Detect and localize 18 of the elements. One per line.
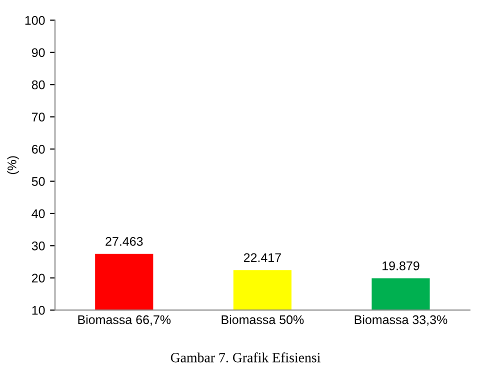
- y-tick-label: 30: [32, 241, 45, 250]
- data-label: 22.417: [244, 253, 281, 262]
- y-tick-label: 40: [32, 209, 45, 218]
- y-axis-title: (%): [7, 156, 19, 174]
- y-tick-label: 20: [32, 274, 45, 283]
- x-tick-label: Biomassa 66,7%: [78, 314, 171, 326]
- x-tick-label: Biomassa 33,3%: [354, 314, 448, 326]
- y-tick-label: 60: [32, 144, 45, 154]
- y-tick-label: 70: [32, 112, 45, 122]
- y-tick-label: 10: [32, 306, 45, 315]
- data-label: 19.879: [382, 261, 420, 270]
- text: Gambar 7. Grafik Efisiensi: [170, 352, 320, 362]
- x-tick-label: Biomassa 50%: [222, 314, 304, 324]
- y-tick-label: 100: [25, 16, 45, 25]
- y-tick-label: 80: [32, 80, 45, 90]
- y-tick-label: 90: [32, 48, 45, 58]
- data-label: 27.463: [106, 236, 143, 246]
- y-tick-label: 50: [32, 177, 45, 186]
